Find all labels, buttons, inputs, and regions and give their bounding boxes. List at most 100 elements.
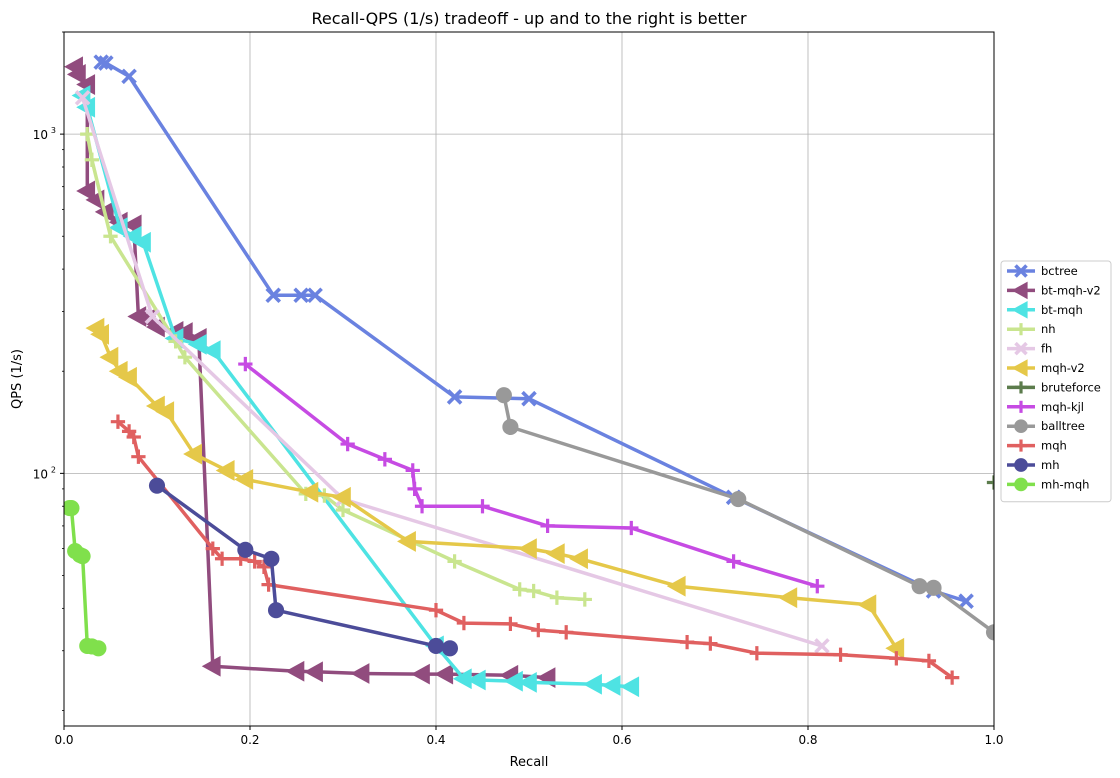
point-nh-0 (577, 592, 592, 607)
point-bt-mqh-5 (466, 669, 486, 691)
point-mqh-v2-10 (234, 468, 254, 490)
point-mqh-kjl-4 (475, 499, 490, 514)
y-tick-label-1: 10 (33, 128, 48, 142)
y-tick-label-0: 10 (33, 467, 48, 481)
series-fh (74, 89, 830, 654)
point-bt-mqh-0 (620, 676, 640, 698)
series-bruteforce (986, 475, 994, 490)
series-mh (148, 477, 459, 657)
point-mqh-kjl-5 (414, 499, 430, 514)
point-mqh-v2-0 (885, 637, 905, 659)
series-bctree (93, 54, 974, 609)
series-mqh (110, 414, 960, 685)
point-bt-mqh-v2-18 (76, 180, 96, 202)
series-line-mh-mqh (67, 506, 101, 651)
point-mqh-v2-17 (99, 346, 119, 368)
point-mqh-9 (503, 616, 518, 632)
legend-label-bt-mqh-v2: bt-mqh-v2 (1041, 283, 1101, 297)
series-bt-mqh (71, 85, 640, 698)
y-tick-exponent-0: 2 (51, 465, 56, 474)
series-line-nh (85, 132, 587, 602)
point-nh-4 (447, 554, 462, 569)
point-mqh-2 (889, 651, 904, 666)
point-mqh-1 (921, 653, 937, 669)
point-mqh-7 (559, 625, 574, 640)
point-fh-2 (144, 308, 161, 325)
point-bctree-7 (265, 287, 282, 304)
point-mqh-kjl-6 (407, 481, 422, 497)
legend-label-bt-mqh: bt-mqh (1041, 303, 1083, 317)
legend-item-mqh-v2: mqh-v2 (1007, 359, 1085, 377)
series-balltree (495, 387, 994, 641)
point-nh-3 (512, 582, 527, 597)
point-mqh-kjl-3 (540, 518, 555, 534)
legend-box (1000, 260, 1112, 503)
point-mqh-v2-16 (108, 360, 128, 382)
legend-marker-nh (1014, 323, 1028, 336)
point-balltree-3 (730, 490, 747, 508)
point-bt-mqh-3 (517, 671, 537, 693)
point-mqh-10 (456, 615, 472, 631)
legend-marker-bctree (1014, 264, 1028, 278)
point-mqh-3 (833, 647, 848, 662)
series-line-mqh (116, 419, 954, 680)
point-bt-mqh-8 (201, 340, 221, 362)
legend-item-bruteforce: bruteforce (1007, 380, 1101, 394)
point-mh-1 (427, 637, 445, 654)
point-mqh-11 (428, 603, 444, 618)
point-mh-0 (441, 640, 459, 657)
point-mh-mqh-7 (64, 500, 78, 517)
point-mqh-21 (110, 414, 126, 429)
point-mqh-v2-12 (183, 443, 202, 465)
point-mqh-v2-7 (397, 531, 416, 552)
point-mqh-kjl-2 (624, 520, 639, 536)
point-balltree-1 (925, 579, 942, 596)
series-bt-mqh-v2 (64, 56, 556, 689)
point-mqh-kjl-9 (340, 436, 355, 452)
legend-item-bt-mqh: bt-mqh (1007, 301, 1083, 319)
point-balltree-2 (911, 578, 928, 595)
point-bt-mqh-9 (187, 333, 207, 355)
point-mh-3 (263, 550, 280, 567)
legend-label-bctree: bctree (1041, 264, 1078, 278)
series-nh (80, 126, 592, 607)
series-line-mh (155, 483, 452, 651)
point-bctree-5 (307, 287, 323, 304)
legend-label-balltree: balltree (1041, 419, 1085, 433)
legend-label-bruteforce: bruteforce (1041, 380, 1101, 394)
point-bctree-10 (93, 54, 109, 70)
legend-item-balltree: balltree (1007, 419, 1085, 433)
point-balltree-0 (985, 624, 994, 641)
x-axis-label: Recall (510, 755, 549, 770)
legend-label-mqh: mqh (1041, 439, 1067, 453)
point-mqh-18 (131, 449, 146, 464)
legend-label-mqh-v2: mqh-v2 (1041, 361, 1085, 375)
legend-marker-bruteforce (1014, 381, 1028, 394)
point-bt-mqh-v2-2 (434, 663, 454, 685)
point-mqh-16 (214, 551, 230, 566)
plot-frame (63, 31, 995, 727)
legend-label-nh: nh (1041, 322, 1056, 336)
point-bt-mqh-12 (122, 225, 142, 247)
point-mqh-4 (749, 646, 764, 661)
point-mh-5 (148, 477, 166, 494)
legend-item-mqh: mqh (1007, 439, 1067, 453)
legend-marker-fh (1014, 341, 1028, 356)
legend-item-mh-mqh: mh-mqh (1007, 477, 1089, 491)
series-mqh-v2 (85, 317, 905, 659)
legend-marker-mh (1014, 458, 1028, 472)
legend-marker-bt-mqh (1011, 301, 1028, 319)
point-fh-0 (814, 638, 830, 654)
legend-item-bctree: bctree (1007, 264, 1078, 278)
point-mh-mqh-2 (79, 637, 96, 654)
series-line-balltree (502, 393, 994, 635)
legend-label-mh: mh (1041, 458, 1060, 472)
series-layer (64, 54, 994, 698)
y-axis-label: QPS (1/s) (10, 349, 25, 409)
point-mh-2 (267, 602, 285, 619)
point-mqh-v2-8 (331, 486, 351, 508)
legend-marker-bt-mqh-v2 (1011, 281, 1028, 300)
point-mqh-14 (247, 554, 262, 569)
point-mqh-17 (205, 541, 220, 556)
x-tick-label-1: 0.2 (240, 733, 259, 747)
